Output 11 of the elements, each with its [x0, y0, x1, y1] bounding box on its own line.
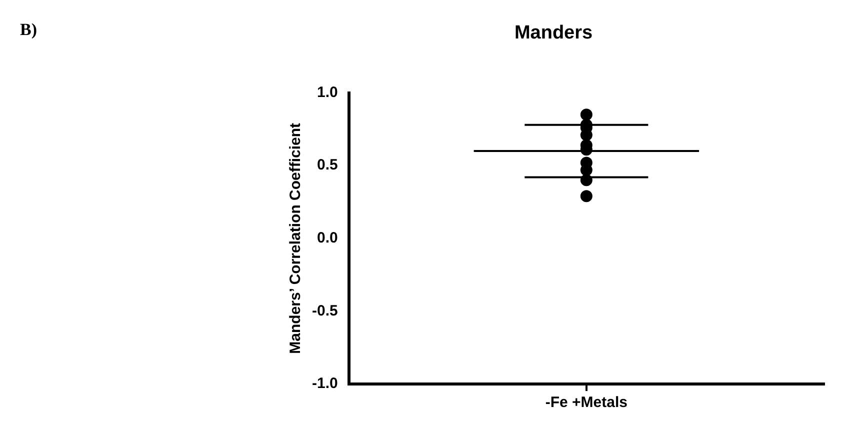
x-tick-label: -Fe +Metals: [545, 394, 628, 412]
text: B): [20, 20, 37, 39]
y-axis-title: Manders’ Correlation Coefficient: [287, 122, 304, 354]
y-tick-label: -1.0: [312, 375, 338, 392]
point: [580, 108, 592, 121]
y-tick-label: 1.0: [316, 84, 338, 101]
y-tick-label: 0.5: [316, 156, 338, 174]
point: [580, 190, 592, 202]
chart-title: Manders: [514, 22, 593, 44]
y-tick-label: -0.5: [312, 302, 338, 320]
y-tick-label: 0.0: [316, 230, 338, 247]
